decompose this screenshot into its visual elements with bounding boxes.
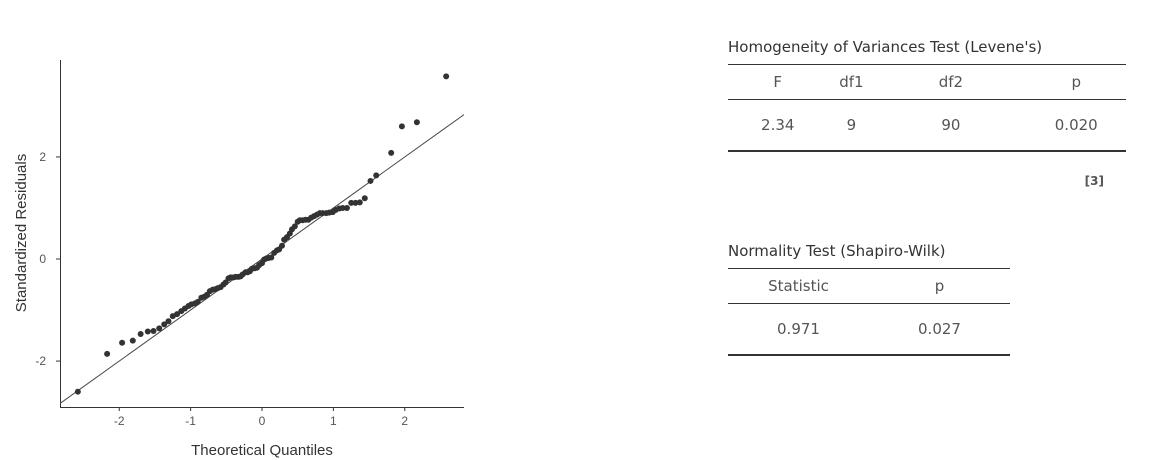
y-tick-label: 2 <box>39 150 46 164</box>
shapiro-test-table-block: Normality Test (Shapiro-Wilk) Statistic … <box>728 240 1010 356</box>
table-row: 2.34 9 90 0.020 <box>728 99 1126 152</box>
data-point <box>278 242 285 249</box>
x-axis-ticks: -2 -1 0 1 2 <box>114 407 408 428</box>
levene-value-p: 0.020 <box>1026 99 1126 152</box>
levene-value-df2: 90 <box>875 99 1027 152</box>
x-tick-label: 0 <box>259 414 266 428</box>
shapiro-value-statistic: 0.971 <box>728 303 869 356</box>
data-point <box>74 388 81 395</box>
levene-header-df2: df2 <box>875 64 1027 100</box>
data-point <box>161 321 168 328</box>
x-tick-label: -2 <box>114 414 125 428</box>
levene-header-df1: df1 <box>827 64 876 100</box>
data-point <box>443 73 450 80</box>
qq-plot: -2 -1 0 1 2 -2 0 2 Theoretical Quantiles Stand… <box>13 60 465 459</box>
data-point <box>291 223 298 230</box>
y-tick-label: 0 <box>39 252 46 266</box>
levene-header-row: F df1 df2 p <box>728 64 1126 100</box>
levene-header-f: F <box>728 64 828 100</box>
levene-test-table-block: Homogeneity of Variances Test (Levene's)… <box>728 36 1126 188</box>
table-row: 0.971 0.027 <box>728 303 1010 356</box>
data-point <box>348 199 355 206</box>
data-point <box>144 328 151 335</box>
data-point <box>194 298 201 305</box>
data-point <box>150 327 157 334</box>
data-point <box>356 199 363 206</box>
x-axis-label: Theoretical Quantiles <box>191 442 333 459</box>
data-point <box>373 172 380 179</box>
data-point <box>104 350 111 357</box>
data-point <box>343 204 350 211</box>
x-tick-label: 2 <box>401 414 408 428</box>
data-point <box>268 254 275 261</box>
levene-table: F df1 df2 p 2.34 9 90 0.020 <box>728 64 1126 152</box>
shapiro-table-title: Normality Test (Shapiro-Wilk) <box>728 242 946 260</box>
levene-value-df1: 9 <box>827 99 876 152</box>
shapiro-header-p: p <box>869 268 1010 304</box>
data-point <box>413 119 420 126</box>
data-point <box>165 318 172 325</box>
data-points <box>74 73 450 395</box>
data-point <box>119 339 126 346</box>
levene-footnote-ref: [3] <box>1084 174 1104 188</box>
y-axis-ticks: -2 0 2 <box>35 150 60 368</box>
shapiro-header-statistic: Statistic <box>728 268 869 304</box>
shapiro-value-p: 0.027 <box>869 303 1010 356</box>
data-point <box>367 177 374 184</box>
levene-header-p: p <box>1026 64 1126 100</box>
levene-value-f: 2.34 <box>728 99 828 152</box>
y-tick-label: -2 <box>35 354 46 368</box>
levene-table-title: Homogeneity of Variances Test (Levene's) <box>728 38 1043 56</box>
data-point <box>174 311 181 318</box>
shapiro-header-row: Statistic p <box>728 268 1010 304</box>
data-point <box>361 195 368 202</box>
y-axis-label: Standardized Residuals <box>13 154 30 312</box>
data-point <box>137 331 144 338</box>
data-point <box>129 337 136 344</box>
shapiro-table: Statistic p 0.971 0.027 <box>728 268 1010 356</box>
x-tick-label: 1 <box>330 414 337 428</box>
data-point <box>156 325 163 332</box>
x-tick-label: -1 <box>185 414 196 428</box>
data-point <box>388 149 395 156</box>
data-point <box>398 123 405 130</box>
data-point <box>339 204 346 211</box>
